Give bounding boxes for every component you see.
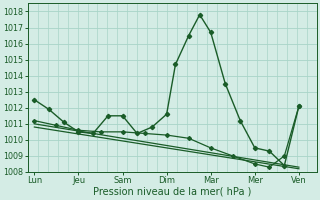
- X-axis label: Pression niveau de la mer( hPa ): Pression niveau de la mer( hPa ): [93, 187, 251, 197]
